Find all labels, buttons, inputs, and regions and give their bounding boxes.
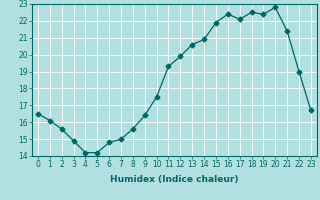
X-axis label: Humidex (Indice chaleur): Humidex (Indice chaleur) xyxy=(110,175,239,184)
